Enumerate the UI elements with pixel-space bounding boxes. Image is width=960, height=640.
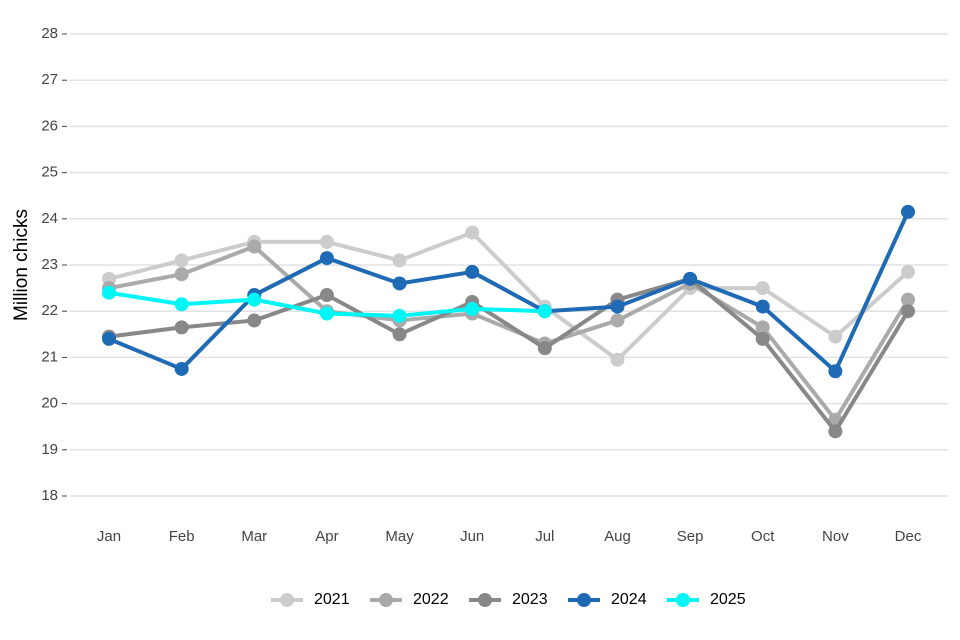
legend-swatch-dot	[676, 593, 690, 607]
data-point	[319, 251, 334, 266]
legend-swatch-dot	[280, 593, 294, 607]
data-point	[247, 313, 262, 328]
series-line	[108, 211, 910, 374]
y-tick-label: 26	[41, 117, 58, 134]
y-axis-title: Million chicks	[11, 209, 32, 321]
x-tick-label: Mar	[241, 528, 267, 545]
data-point	[319, 306, 334, 321]
data-point	[755, 299, 770, 314]
x-tick-label: Jan	[97, 528, 121, 545]
y-tick-label: 27	[41, 71, 58, 88]
y-tick-label: 24	[41, 210, 58, 227]
legend-label: 2022	[413, 591, 449, 608]
y-tick-label: 20	[41, 395, 58, 412]
data-point	[683, 271, 698, 286]
y-tick-label: 21	[41, 348, 58, 365]
data-point	[174, 253, 189, 268]
series-line	[108, 244, 910, 422]
x-tick-label: Oct	[751, 528, 775, 545]
data-point	[828, 364, 843, 379]
data-point	[537, 304, 552, 319]
x-tick-label: Jul	[535, 528, 554, 545]
data-point	[610, 352, 625, 367]
x-tick-label: Aug	[604, 528, 631, 545]
data-point	[755, 281, 770, 296]
data-point	[174, 361, 189, 376]
x-tick-label: Feb	[169, 528, 195, 545]
data-point	[465, 264, 480, 279]
data-point	[319, 288, 334, 303]
data-point	[610, 299, 625, 314]
data-point	[392, 308, 407, 323]
legend-swatch-dot	[379, 593, 393, 607]
data-point	[174, 297, 189, 312]
x-tick-label: Apr	[315, 528, 338, 545]
x-tick-label: Nov	[822, 528, 849, 545]
data-point	[901, 304, 915, 319]
data-point	[901, 292, 915, 307]
series-line	[108, 276, 910, 434]
legend-label: 2024	[611, 591, 647, 608]
data-point	[247, 239, 262, 254]
series-line	[108, 230, 910, 362]
data-point	[465, 225, 480, 240]
legend-swatch-dot	[478, 593, 492, 607]
x-tick-label: May	[385, 528, 414, 545]
y-tick-label: 28	[41, 25, 58, 42]
data-point	[392, 276, 407, 291]
data-point	[465, 301, 480, 316]
x-tick-label: Dec	[895, 528, 922, 545]
data-point	[901, 204, 915, 219]
data-point	[901, 264, 915, 279]
data-point	[610, 313, 625, 328]
data-point	[102, 331, 116, 346]
y-tick-label: 18	[41, 487, 58, 504]
legend-label: 2021	[314, 591, 350, 608]
data-point	[174, 267, 189, 282]
x-tick-label: Jun	[460, 528, 484, 545]
data-point	[755, 331, 770, 346]
legend-swatch-dot	[577, 593, 591, 607]
legend-label: 2023	[512, 591, 548, 608]
data-point	[247, 292, 262, 307]
data-point	[392, 327, 407, 342]
y-tick-label: 19	[41, 441, 58, 458]
y-tick-label: 25	[41, 164, 58, 181]
data-point	[828, 329, 843, 344]
y-tick-label: 23	[41, 256, 58, 273]
data-point	[392, 253, 407, 268]
data-point	[102, 285, 116, 300]
x-tick-label: Sep	[677, 528, 704, 545]
data-point	[537, 341, 552, 356]
data-point	[828, 424, 843, 439]
y-tick-label: 22	[41, 302, 58, 319]
data-point	[755, 320, 770, 335]
data-point	[174, 320, 189, 335]
data-point	[319, 234, 334, 249]
legend-label: 2025	[710, 591, 746, 608]
